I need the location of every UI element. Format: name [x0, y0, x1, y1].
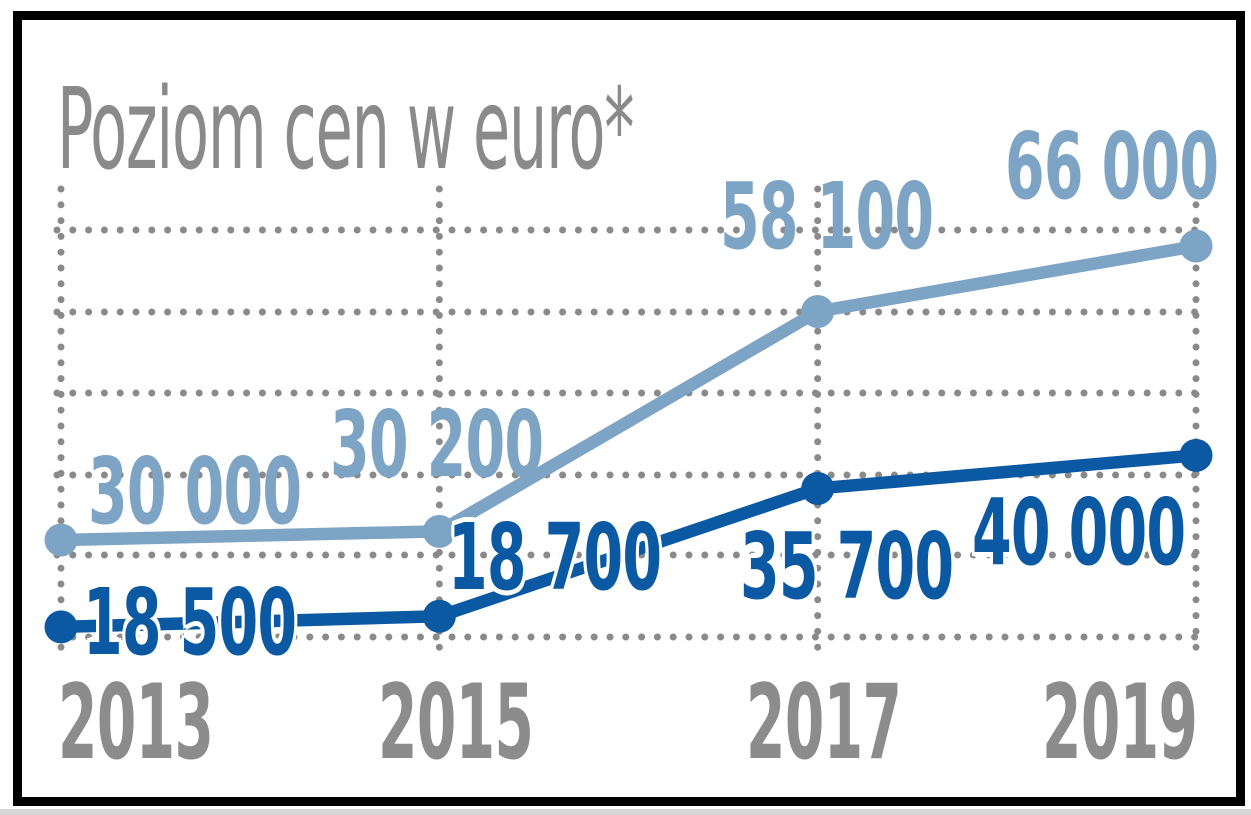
x-tick-2017: 2017 [746, 663, 902, 783]
x-tick-2019: 2019 [1042, 663, 1198, 783]
data-label-dark-2015: 18 700 [448, 504, 662, 611]
chart-frame-border [13, 11, 1245, 806]
data-label-light-2013: 30 000 [88, 438, 302, 545]
chart-title: Poziom cen w euro* [57, 65, 634, 195]
data-label-light-2019: 66 000 [1005, 113, 1219, 220]
x-tick-2013: 2013 [58, 663, 214, 783]
bottom-edge-strip [0, 809, 1251, 815]
x-tick-2015: 2015 [378, 663, 534, 783]
data-label-light-2017: 58 100 [720, 163, 934, 270]
data-label-light-2015: 30 200 [330, 391, 544, 498]
data-label-dark-2019: 40 000 [972, 479, 1186, 586]
data-label-dark-2017: 35 700 [740, 513, 954, 620]
data-label-dark-2013: 18 500 [83, 569, 297, 676]
